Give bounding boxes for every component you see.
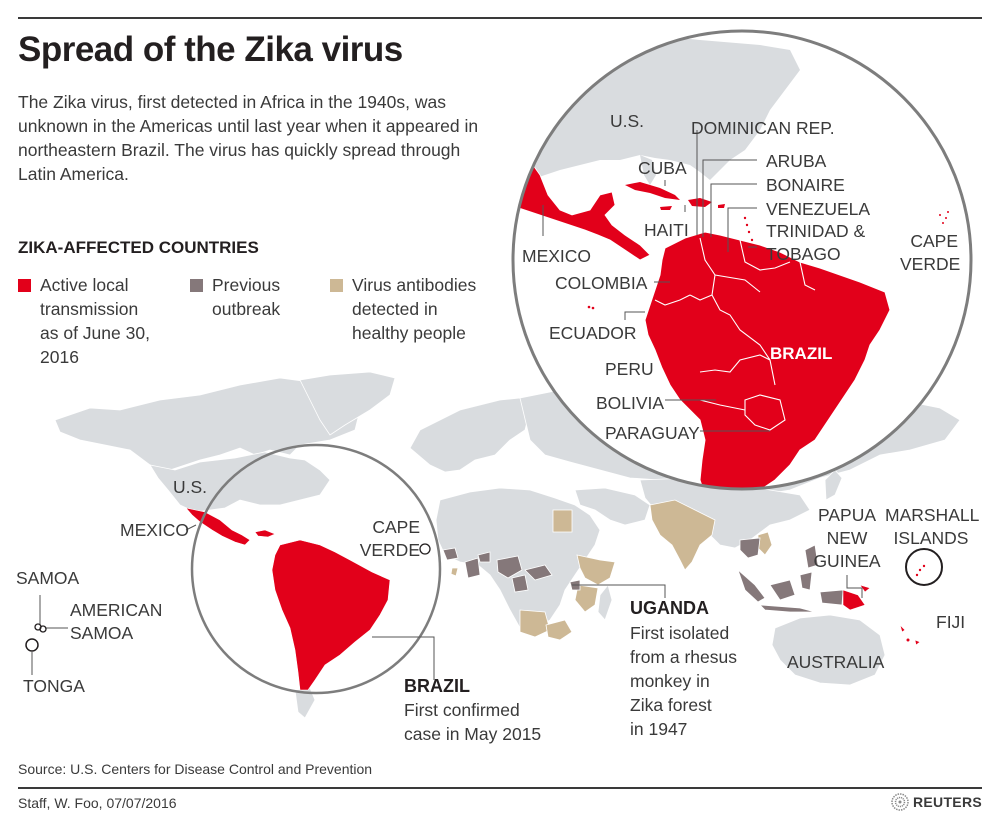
callout-brazil-body: First confirmed case in May 2015 bbox=[404, 700, 542, 744]
legend-swatch-active bbox=[18, 279, 31, 292]
pacific-islands bbox=[906, 564, 926, 642]
inset-label-haiti: HAITI bbox=[644, 220, 689, 240]
callout-uganda-title: UGANDA bbox=[630, 598, 709, 618]
brand-name: REUTERS bbox=[913, 794, 982, 810]
source-note: Source: U.S. Centers for Disease Control… bbox=[18, 761, 373, 777]
inset-label-trinidad-tobago: TRINIDAD & TOBAGO bbox=[766, 221, 866, 264]
inset-label-bolivia: BOLIVIA bbox=[596, 393, 665, 413]
callout-uganda-body: First isolated from a rhesus monkey in Z… bbox=[630, 623, 737, 739]
legend-swatch-previous bbox=[190, 279, 203, 292]
world-label-tonga: TONGA bbox=[23, 676, 85, 696]
world-label-marshall-islands: MARSHALL ISLANDS bbox=[885, 505, 980, 548]
antibody-countries bbox=[450, 499, 773, 641]
world-label-mexico: MEXICO bbox=[120, 520, 190, 540]
inset-label-dominican-rep: DOMINICAN REP. bbox=[691, 118, 835, 138]
bottom-rule bbox=[18, 787, 982, 789]
world-label-australia: AUSTRALIA bbox=[787, 652, 885, 672]
legend-label-active: Active local transmission as of June 30,… bbox=[40, 275, 150, 367]
top-rule bbox=[18, 17, 982, 19]
inset-circle bbox=[511, 29, 973, 491]
world-label-samoa: SAMOA bbox=[16, 568, 80, 588]
world-label-us: U.S. bbox=[173, 477, 208, 497]
inset-label-paraguay: PARAGUAY bbox=[605, 423, 700, 443]
inset-label-cuba: CUBA bbox=[638, 158, 687, 178]
legend-swatch-antibodies bbox=[330, 279, 343, 292]
legend-title: ZIKA-AFFECTED COUNTRIES bbox=[18, 238, 259, 257]
intro-text: The Zika virus, first detected in Africa… bbox=[18, 92, 479, 184]
inset-label-cape-verde: CAPE VERDE bbox=[900, 231, 961, 274]
reuters-brand: REUTERS bbox=[891, 793, 982, 811]
inset-label-colombia: COLOMBIA bbox=[555, 273, 648, 293]
legend-item-previous: Previous outbreak bbox=[190, 273, 280, 321]
inset-label-bonaire: BONAIRE bbox=[766, 175, 845, 195]
inset-label-brazil: BRAZIL bbox=[770, 344, 833, 363]
world-label-fiji: FIJI bbox=[936, 612, 966, 632]
inset-label-ecuador: ECUADOR bbox=[549, 323, 637, 343]
legend-item-active: Active local transmission as of June 30,… bbox=[18, 273, 150, 369]
credit-line: Staff, W. Foo, 07/07/2016 bbox=[18, 795, 177, 811]
inset-label-peru: PERU bbox=[605, 359, 654, 379]
inset-label-aruba: ARUBA bbox=[766, 151, 827, 171]
page-title: Spread of the Zika virus bbox=[18, 30, 403, 69]
inset-label-mexico: MEXICO bbox=[522, 246, 592, 266]
island-markers bbox=[25, 543, 943, 652]
inset-leader-lines bbox=[542, 130, 770, 432]
callout-brazil-title: BRAZIL bbox=[404, 676, 470, 696]
legend-label-previous: Previous outbreak bbox=[212, 275, 281, 319]
world-leader-lines bbox=[31, 524, 863, 680]
legend-item-antibodies: Virus antibodies detected in healthy peo… bbox=[330, 273, 476, 345]
world-label-papua-new-guinea: PAPUA NEW GUINEA bbox=[813, 505, 881, 571]
legend-label-antibodies: Virus antibodies detected in healthy peo… bbox=[352, 275, 477, 343]
reuters-logo-icon bbox=[891, 793, 909, 811]
inset-label-us: U.S. bbox=[610, 111, 645, 131]
previous-outbreak-countries bbox=[442, 537, 844, 613]
americas-circle bbox=[190, 443, 442, 695]
world-label-cape-verde: CAPE VERDE bbox=[359, 517, 420, 560]
world-label-american-samoa: AMERICAN SAMOA bbox=[70, 600, 163, 643]
inset-label-venezuela: VENEZUELA bbox=[766, 199, 871, 219]
